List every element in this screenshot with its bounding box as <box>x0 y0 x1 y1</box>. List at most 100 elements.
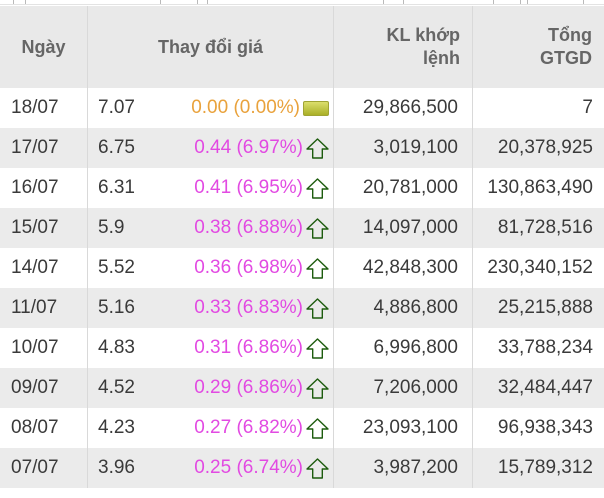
table-row: 18/07 7.07 0.00 (0.00%) <box>0 88 604 128</box>
cell-border-remnant <box>520 0 521 4</box>
cell-border-remnant <box>403 0 404 4</box>
value-cell: 33,788,234 <box>473 328 604 368</box>
value-cell: 96,938,343 <box>473 408 604 448</box>
up-arrow-icon <box>306 177 329 199</box>
date-cell: 15/07 <box>0 208 88 248</box>
change-value: 0.38 (6.88%) <box>194 217 303 238</box>
date-cell: 10/07 <box>0 328 88 368</box>
table-row: 09/07 4.52 0.29 (6.86%) <box>0 368 604 408</box>
price-value: 3.96 <box>98 457 135 478</box>
volume-cell: 4,886,800 <box>334 288 473 328</box>
value-cell: 15,789,312 <box>473 448 604 488</box>
price-value: 5.9 <box>98 217 125 238</box>
date-cell: 09/07 <box>0 368 88 408</box>
up-arrow-icon <box>306 297 329 319</box>
price-value: 4.83 <box>98 337 135 358</box>
change-value: 0.36 (6.98%) <box>194 257 303 278</box>
table-row: 07/07 3.96 0.25 (6.74%) <box>0 448 604 488</box>
date-cell: 11/07 <box>0 288 88 328</box>
table-row: 16/07 6.31 0.41 (6.95%) <box>0 168 604 208</box>
volume-cell: 23,093,100 <box>334 408 473 448</box>
cropped-row-above <box>0 0 604 6</box>
up-arrow-icon <box>306 137 329 159</box>
cell-border-remnant <box>207 0 208 4</box>
change-cell: 3.96 0.25 (6.74%) <box>88 448 334 488</box>
table-row: 15/07 5.9 0.38 (6.88%) <box>0 208 604 248</box>
change-value: 0.27 (6.82%) <box>194 417 303 438</box>
change-value: 0.33 (6.83%) <box>194 297 303 318</box>
change-cell: 5.52 0.36 (6.98%) <box>88 248 334 288</box>
change-cell: 6.75 0.44 (6.97%) <box>88 128 334 168</box>
change-value: 0.00 (0.00%) <box>191 97 300 118</box>
volume-cell: 3,019,100 <box>334 128 473 168</box>
volume-cell: 29,866,500 <box>334 88 473 128</box>
date-cell: 16/07 <box>0 168 88 208</box>
price-value: 4.23 <box>98 417 135 438</box>
cell-border-remnant <box>13 0 14 4</box>
up-arrow-icon <box>306 377 329 399</box>
value-cell: 20,378,925 <box>473 128 604 168</box>
volume-cell: 14,097,000 <box>334 208 473 248</box>
value-cell: 230,340,152 <box>473 248 604 288</box>
table-row: 14/07 5.52 0.36 (6.98%) <box>0 248 604 288</box>
cell-border-remnant <box>583 0 584 4</box>
price-history-table: Ngày Thay đổi giá KL khớp lệnh Tổng GTGD… <box>0 6 604 488</box>
change-cell: 4.83 0.31 (6.86%) <box>88 328 334 368</box>
change-cell: 4.23 0.27 (6.82%) <box>88 408 334 448</box>
date-cell: 08/07 <box>0 408 88 448</box>
value-cell: 25,215,888 <box>473 288 604 328</box>
price-value: 5.16 <box>98 297 135 318</box>
no-change-icon <box>303 100 329 116</box>
cell-border-remnant <box>383 0 384 4</box>
change-value: 0.25 (6.74%) <box>194 457 303 478</box>
price-value: 6.75 <box>98 137 135 158</box>
date-cell: 07/07 <box>0 448 88 488</box>
volume-cell: 20,781,000 <box>334 168 473 208</box>
change-cell: 4.52 0.29 (6.86%) <box>88 368 334 408</box>
table-row: 17/07 6.75 0.44 (6.97%) <box>0 128 604 168</box>
up-arrow-icon <box>306 417 329 439</box>
table-row: 10/07 4.83 0.31 (6.86%) <box>0 328 604 368</box>
divider <box>0 4 604 5</box>
change-cell: 6.31 0.41 (6.95%) <box>88 168 334 208</box>
col-header-change: Thay đổi giá <box>88 6 334 88</box>
change-cell: 5.9 0.38 (6.88%) <box>88 208 334 248</box>
cell-border-remnant <box>25 0 26 4</box>
table-body: 18/07 7.07 0.00 (0.00%) <box>0 88 604 488</box>
price-value: 4.52 <box>98 377 135 398</box>
date-cell: 17/07 <box>0 128 88 168</box>
change-value: 0.44 (6.97%) <box>194 137 303 158</box>
value-cell: 81,728,516 <box>473 208 604 248</box>
header-row: Ngày Thay đổi giá KL khớp lệnh Tổng GTGD <box>0 6 604 88</box>
cell-border-remnant <box>160 0 161 4</box>
cell-border-remnant <box>197 0 198 4</box>
cell-border-remnant <box>493 0 494 4</box>
table-row: 11/07 5.16 0.33 (6.83%) <box>0 288 604 328</box>
date-cell: 14/07 <box>0 248 88 288</box>
col-header-value: Tổng GTGD <box>473 6 604 88</box>
change-cell: 7.07 0.00 (0.00%) <box>88 88 334 128</box>
change-value: 0.29 (6.86%) <box>194 377 303 398</box>
value-cell: 32,484,447 <box>473 368 604 408</box>
change-cell: 5.16 0.33 (6.83%) <box>88 288 334 328</box>
table-row: 08/07 4.23 0.27 (6.82%) <box>0 408 604 448</box>
volume-cell: 7,206,000 <box>334 368 473 408</box>
value-cell: 130,863,490 <box>473 168 604 208</box>
price-value: 5.52 <box>98 257 135 278</box>
volume-cell: 6,996,800 <box>334 328 473 368</box>
up-arrow-icon <box>306 457 329 479</box>
value-cell: 7 <box>473 88 604 128</box>
change-value: 0.41 (6.95%) <box>194 177 303 198</box>
volume-cell: 3,987,200 <box>334 448 473 488</box>
col-header-date: Ngày <box>0 6 88 88</box>
up-arrow-icon <box>306 257 329 279</box>
price-value: 6.31 <box>98 177 135 198</box>
cell-border-remnant <box>527 0 528 4</box>
change-value: 0.31 (6.86%) <box>194 337 303 358</box>
up-arrow-icon <box>306 337 329 359</box>
up-arrow-icon <box>306 217 329 239</box>
date-cell: 18/07 <box>0 88 88 128</box>
volume-cell: 42,848,300 <box>334 248 473 288</box>
price-value: 7.07 <box>98 97 135 118</box>
col-header-volume: KL khớp lệnh <box>334 6 473 88</box>
